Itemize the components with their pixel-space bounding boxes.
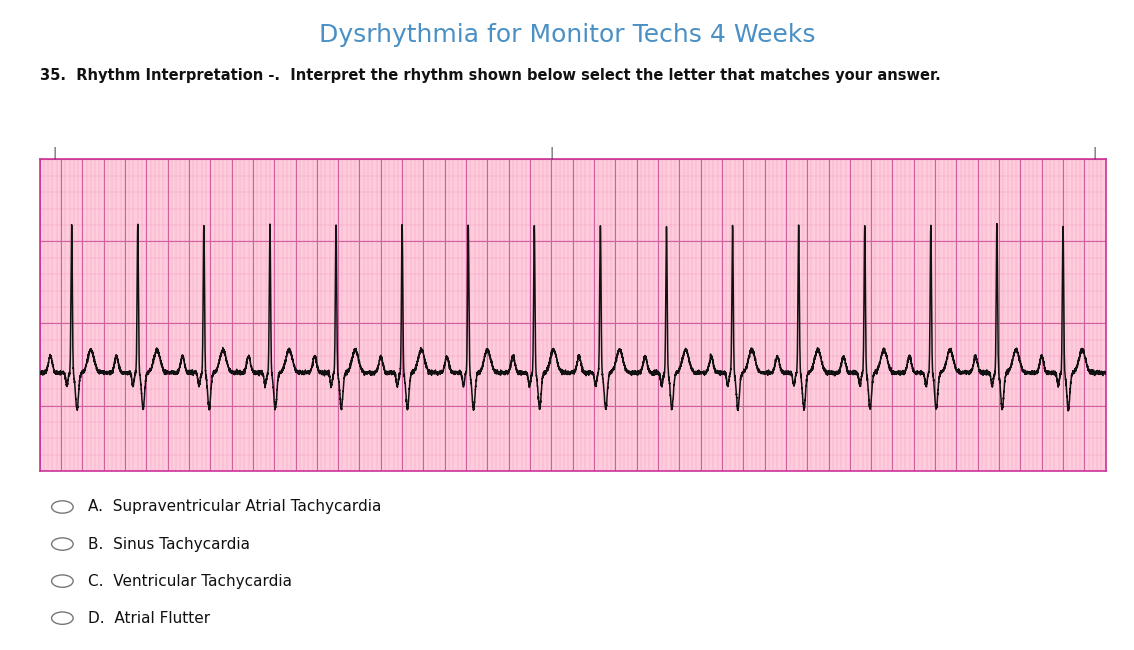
- Text: |: |: [549, 146, 553, 159]
- Text: |: |: [1092, 146, 1097, 159]
- Text: A.  Supraventricular Atrial Tachycardia: A. Supraventricular Atrial Tachycardia: [88, 499, 382, 515]
- Text: 35.  Rhythm Interpretation -.  Interpret the rhythm shown below select the lette: 35. Rhythm Interpretation -. Interpret t…: [40, 68, 940, 83]
- Text: D.  Atrial Flutter: D. Atrial Flutter: [88, 610, 211, 626]
- Text: B.  Sinus Tachycardia: B. Sinus Tachycardia: [88, 536, 251, 552]
- Text: C.  Ventricular Tachycardia: C. Ventricular Tachycardia: [88, 573, 293, 589]
- Text: Dysrhythmia for Monitor Techs 4 Weeks: Dysrhythmia for Monitor Techs 4 Weeks: [319, 23, 815, 47]
- Text: |: |: [52, 146, 57, 159]
